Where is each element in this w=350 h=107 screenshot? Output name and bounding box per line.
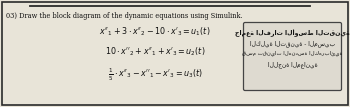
Text: قسم تقنيات الهندسة الكهربائية: قسم تقنيات الهندسة الكهربائية — [242, 50, 343, 56]
Text: الكلية التقنية - المسيب: الكلية التقنية - المسيب — [250, 40, 335, 47]
Text: 03) Draw the block diagram of the dynamic equations using Simulink.: 03) Draw the block diagram of the dynami… — [6, 12, 243, 20]
FancyBboxPatch shape — [2, 2, 348, 105]
Text: $x''_1 + 3 \cdot x''_2 - 10 \cdot x'_3 = u_1(t)$: $x''_1 + 3 \cdot x''_2 - 10 \cdot x'_3 =… — [99, 25, 211, 37]
Text: $\frac{1}{5} \cdot x''_3 - x''_1 - x'_3 = u_3(t)$: $\frac{1}{5} \cdot x''_3 - x''_1 - x'_3 … — [107, 67, 202, 83]
Text: اللجنة المعانية: اللجنة المعانية — [268, 61, 317, 68]
Text: $10 \cdot x''_2 + x''_1 + x'_3 = u_2(t)$: $10 \cdot x''_2 + x''_1 + x'_3 = u_2(t)$ — [105, 45, 205, 57]
FancyBboxPatch shape — [244, 22, 342, 91]
Text: جامعة الفرات الأوسط التقنية: جامعة الفرات الأوسط التقنية — [235, 29, 350, 37]
